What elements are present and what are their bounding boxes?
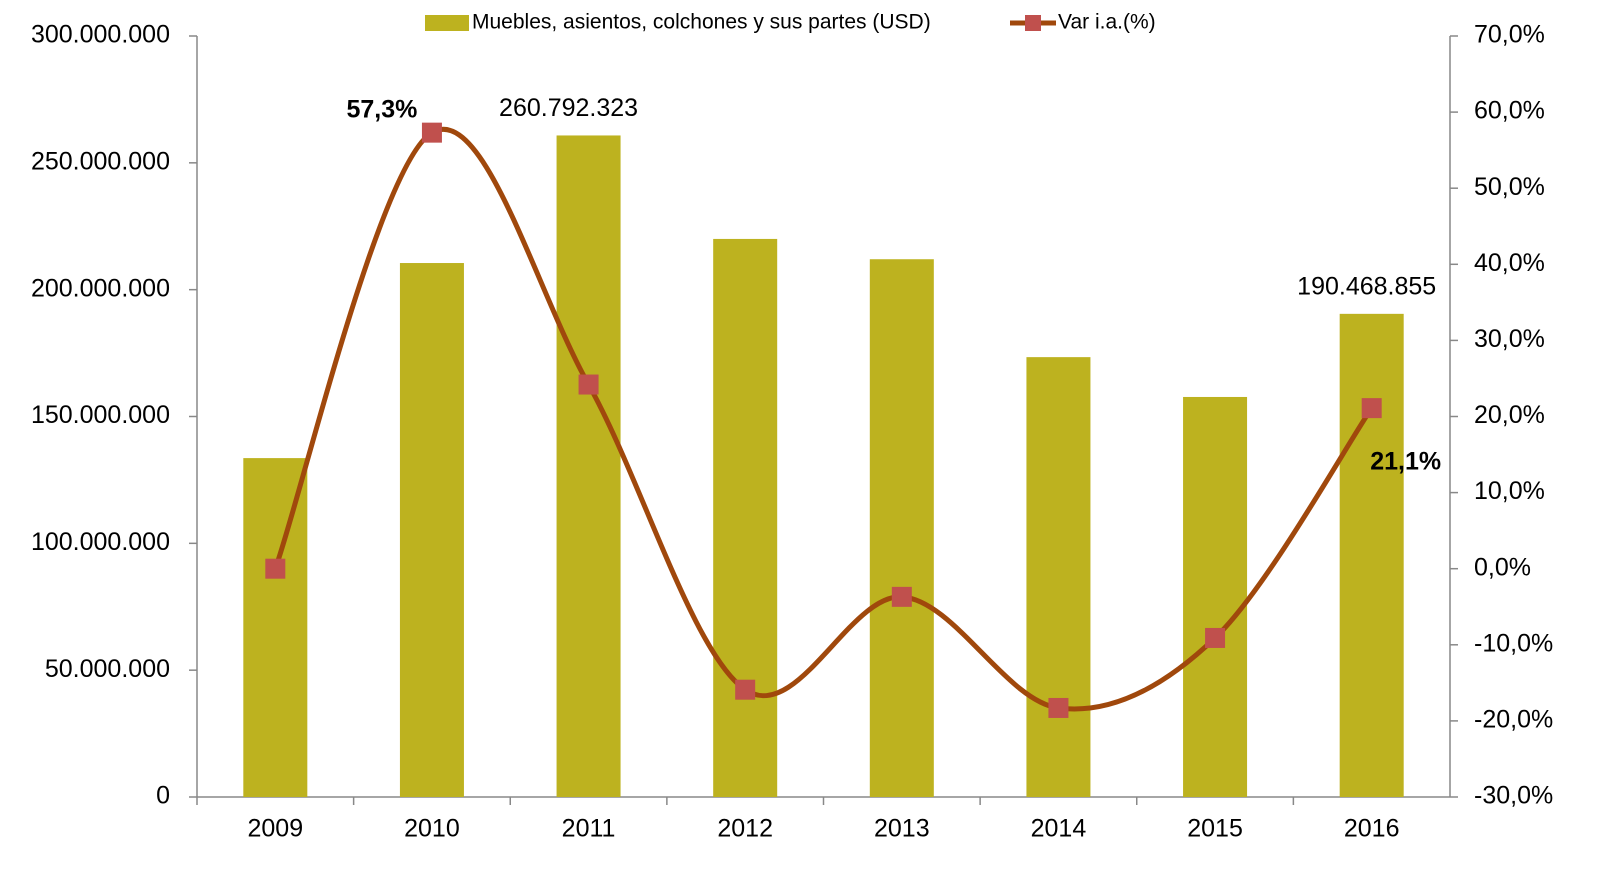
x-tick-label: 2016	[1344, 815, 1400, 843]
x-tick-label: 2011	[562, 815, 616, 843]
y2-tick-label: 20,0%	[1474, 401, 1545, 429]
line-marker	[1361, 398, 1382, 419]
line-marker	[265, 558, 286, 579]
data-label: 190.468.855	[1297, 272, 1436, 300]
y2-tick-label: 30,0%	[1474, 325, 1545, 353]
x-tick-label: 2015	[1187, 815, 1243, 843]
x-tick-label: 2012	[717, 815, 773, 843]
legend-label: Var i.a.(%)	[1058, 11, 1156, 34]
y-tick-label: 250.000.000	[31, 147, 170, 175]
x-tick-label: 2013	[874, 815, 930, 843]
y2-tick-label: 70,0%	[1474, 21, 1545, 49]
x-tick-label: 2014	[1031, 815, 1087, 843]
legend-swatch	[1025, 15, 1041, 31]
y2-tick-label: -20,0%	[1474, 706, 1553, 734]
bar	[556, 135, 621, 798]
y-tick-label: 150.000.000	[31, 401, 170, 429]
legend-swatch	[425, 15, 469, 31]
line-marker	[891, 586, 912, 607]
y-tick-label: 200.000.000	[31, 274, 170, 302]
y2-tick-label: -10,0%	[1474, 629, 1553, 657]
data-label: 260.792.323	[499, 94, 638, 122]
bar	[869, 259, 934, 797]
x-tick-label: 2009	[248, 815, 304, 843]
bar	[243, 458, 308, 797]
line-marker	[578, 374, 599, 395]
legend-label: Muebles, asientos, colchones y sus parte…	[472, 11, 931, 34]
line-marker	[1205, 627, 1226, 648]
data-label: 21,1%	[1370, 448, 1441, 476]
y2-tick-label: 10,0%	[1474, 477, 1545, 505]
bar	[1183, 396, 1248, 797]
bar	[1026, 357, 1091, 797]
y2-tick-label: 60,0%	[1474, 97, 1545, 125]
y-tick-label: 100.000.000	[31, 528, 170, 556]
bar	[399, 263, 464, 797]
data-label: 57,3%	[346, 95, 417, 123]
y2-tick-label: 50,0%	[1474, 173, 1545, 201]
y2-tick-label: 0,0%	[1474, 553, 1531, 581]
line-marker	[1048, 697, 1069, 718]
line-marker	[421, 122, 442, 143]
bar	[713, 238, 778, 797]
y2-tick-label: 40,0%	[1474, 249, 1545, 277]
y-tick-label: 0	[156, 782, 170, 810]
line-marker	[735, 679, 756, 700]
x-tick-label: 2010	[404, 815, 460, 843]
bar	[1339, 313, 1404, 797]
y2-tick-label: -30,0%	[1474, 782, 1553, 810]
y-tick-label: 50.000.000	[45, 655, 170, 683]
y-tick-label: 300.000.000	[31, 21, 170, 49]
